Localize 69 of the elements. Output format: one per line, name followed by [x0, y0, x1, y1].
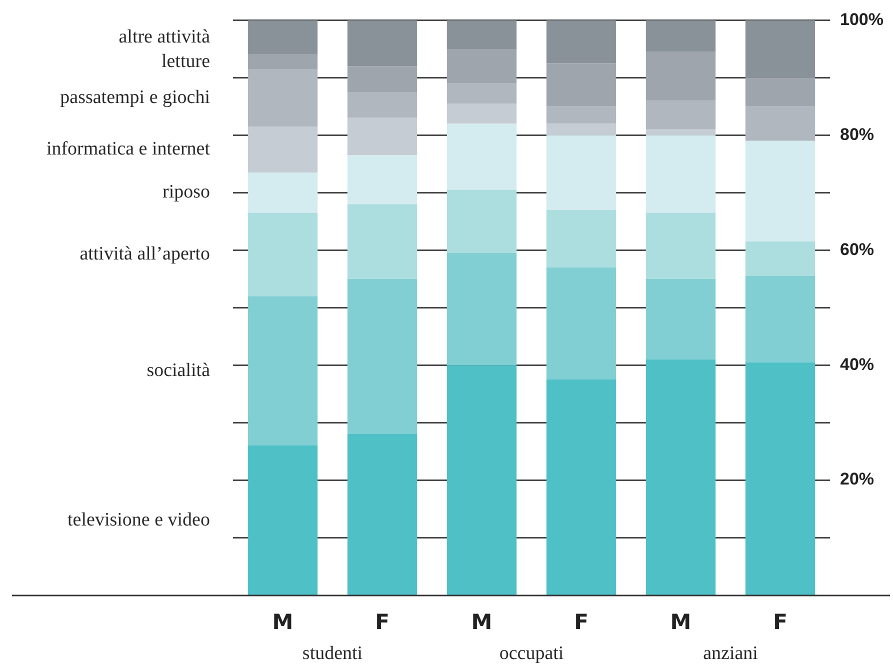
bar [248, 172, 318, 213]
series-label: passatempi e giochi [60, 86, 210, 108]
x-tick-label: M [272, 610, 294, 634]
bar [646, 212, 716, 279]
x-tick-label: M [670, 610, 692, 634]
y-tick-label: 100% [840, 10, 884, 29]
bar [248, 69, 318, 127]
series-label: socialità [146, 360, 211, 381]
bar [446, 190, 517, 253]
bar [646, 135, 716, 213]
bar [347, 20, 418, 66]
bar [347, 204, 418, 279]
bar [446, 252, 517, 366]
series-label: televisione e video [68, 509, 210, 530]
bar [546, 106, 616, 124]
bar [347, 155, 418, 204]
bar [546, 135, 616, 210]
bar [446, 124, 517, 190]
bar [546, 379, 616, 595]
bar [347, 278, 418, 434]
bar [446, 104, 517, 124]
y-tick-label: 80% [840, 124, 874, 144]
bar [546, 210, 616, 268]
bar [446, 48, 517, 84]
series-label: altre attività [118, 26, 211, 48]
bar [745, 78, 816, 106]
bar [745, 106, 816, 141]
text: studenti [302, 642, 363, 664]
bar [248, 20, 318, 55]
bar [248, 126, 318, 173]
bar [646, 52, 716, 101]
bar [745, 20, 816, 78]
x-tick-label: F [375, 610, 390, 634]
bar [646, 100, 716, 130]
text: occupati [499, 642, 564, 664]
x-tick-label: M [471, 610, 492, 634]
bar [745, 140, 816, 242]
bar [546, 124, 616, 136]
bar [446, 20, 517, 49]
bar [745, 242, 816, 276]
x-tick-label: F [773, 610, 788, 634]
bar [248, 296, 318, 446]
bar [745, 362, 816, 595]
bar [446, 365, 517, 595]
text: anziani [703, 642, 758, 664]
bar [745, 276, 816, 362]
bar [646, 20, 716, 52]
y-tick-label: 20% [840, 470, 874, 489]
bar [546, 267, 616, 380]
bar [646, 359, 716, 595]
bar [248, 446, 318, 595]
series-label: attività all’aperto [80, 243, 210, 264]
x-tick-label: F [574, 610, 588, 634]
bar [347, 118, 418, 156]
bar [248, 54, 318, 70]
series-label: informatica e internet [46, 138, 211, 160]
bar [347, 434, 418, 595]
series-label: riposo [162, 182, 210, 203]
bar [248, 212, 318, 296]
bar [446, 83, 517, 104]
bar [546, 20, 616, 64]
y-tick-label: 60% [840, 240, 874, 259]
bar [646, 278, 716, 360]
y-tick-label: 40% [840, 354, 874, 374]
bar [347, 92, 418, 118]
bar [347, 66, 418, 92]
bar [546, 63, 616, 106]
bar [646, 129, 716, 136]
series-label: letture [161, 50, 210, 72]
